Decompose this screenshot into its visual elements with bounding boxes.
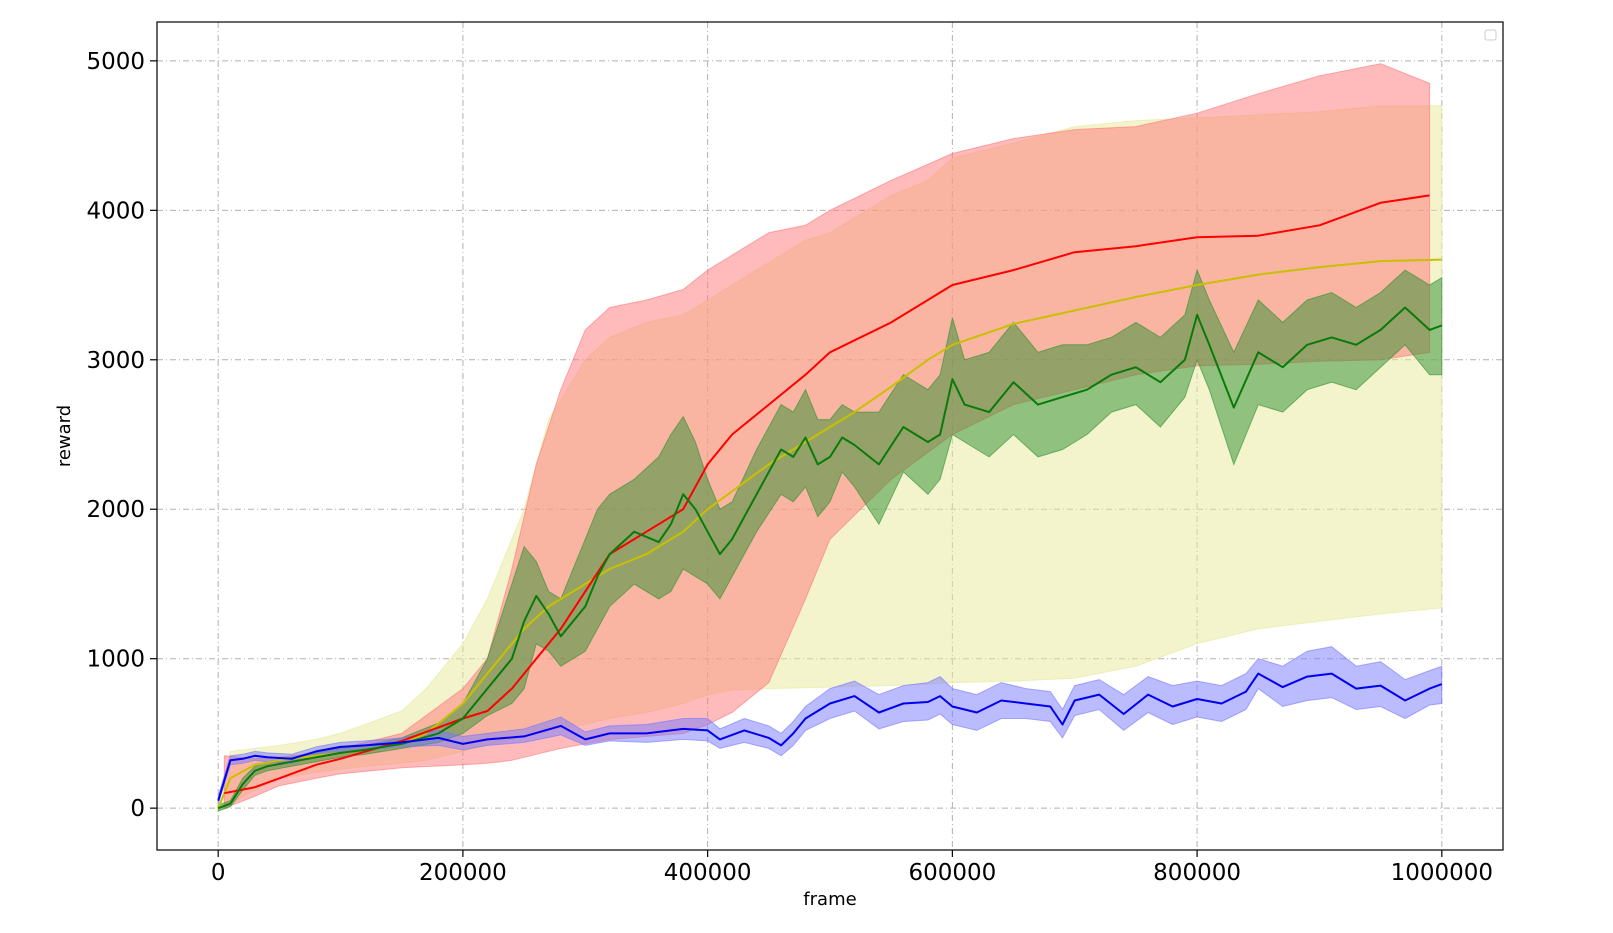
legend-box [1484, 29, 1497, 41]
series-3-line [217, 672, 1443, 801]
x-tick-label: 0 [211, 860, 226, 886]
series-2-band [217, 268, 1443, 812]
series-2-line [217, 306, 1443, 810]
y-tick-label: 2000 [86, 497, 145, 523]
y-tick-label: 0 [130, 796, 145, 822]
x-tick-label: 1000000 [1391, 860, 1493, 886]
x-tick-label: 600000 [908, 860, 996, 886]
series-layer [217, 63, 1443, 812]
y-tick-label: 5000 [86, 49, 145, 75]
x-tick-label: 200000 [419, 860, 507, 886]
x-tick-label: 400000 [664, 860, 752, 886]
y-tick-label: 3000 [86, 348, 145, 374]
y-tick-label: 4000 [86, 198, 145, 224]
series-3-band [217, 646, 1443, 804]
plot-frame [156, 21, 1504, 851]
x-tick-label: 800000 [1153, 860, 1241, 886]
ticks: 0 200000 400000 600000 800000 1000000 0 1000 200… [86, 49, 1493, 886]
y-tick-label: 1000 [86, 647, 145, 673]
y-axis-label: reward [54, 405, 75, 467]
x-axis-label: frame [803, 889, 856, 910]
